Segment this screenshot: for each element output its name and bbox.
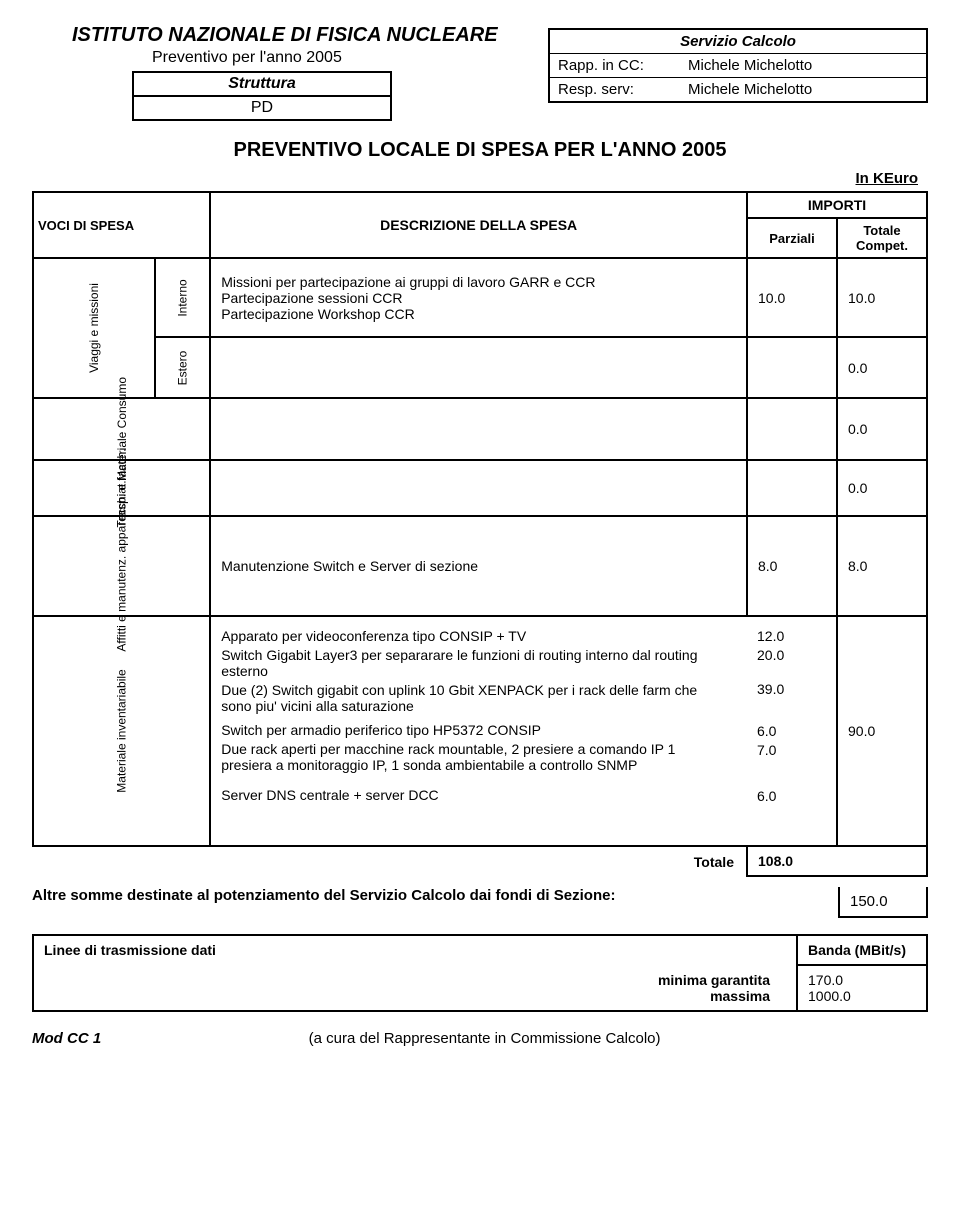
- affitti-parziale: 8.0: [747, 516, 837, 616]
- col-totale: Totale Compet.: [837, 218, 927, 258]
- affitti-desc: Manutenzione Switch e Server di sezione: [210, 516, 747, 616]
- affitti-totale: 8.0: [837, 516, 927, 616]
- col-desc: DESCRIZIONE DELLA SPESA: [210, 192, 747, 258]
- row-viaggi: Viaggi e missioni: [33, 258, 155, 398]
- linee-max-val: 1000.0: [808, 988, 916, 1004]
- linee-min-label: minima garantita: [44, 972, 770, 988]
- linee-values: 170.0 1000.0: [797, 965, 927, 1011]
- trasp-parziale: [747, 460, 837, 516]
- service-box: Servizio Calcolo Rapp. in CC: Michele Mi…: [548, 28, 928, 103]
- invent-item-1: Switch Gigabit Layer3 per separarare le …: [221, 647, 737, 679]
- linee-max-label: massima: [44, 988, 770, 1004]
- altre-label: Altre somme destinate al potenziamento d…: [32, 887, 838, 918]
- col-importi: IMPORTI: [747, 192, 927, 218]
- consumo-desc: [210, 398, 747, 460]
- invent-item-0: Apparato per videoconferenza tipo CONSIP…: [221, 628, 737, 644]
- trasp-desc: [210, 460, 747, 516]
- invent-item-4: Due rack aperti per macchine rack mounta…: [221, 741, 737, 773]
- struttura-label: Struttura: [228, 75, 296, 92]
- interno-desc: Missioni per partecipazione ai gruppi di…: [210, 258, 747, 337]
- struttura-box: Struttura: [132, 71, 392, 95]
- linee-table: Linee di trasmissione dati minima garant…: [32, 934, 928, 1012]
- resp-name: Michele Michelotto: [680, 78, 926, 101]
- linee-title: Linee di trasmissione dati minima garant…: [33, 935, 797, 1011]
- rapp-name: Michele Michelotto: [680, 54, 926, 77]
- currency-unit: In KEuro: [32, 170, 928, 187]
- linee-min-val: 170.0: [808, 972, 916, 988]
- invent-totale: 90.0: [837, 616, 927, 846]
- estero-totale: 0.0: [837, 337, 927, 398]
- altre-value: 150.0: [838, 887, 928, 918]
- row-estero: Estero: [155, 337, 210, 398]
- struttura-code: PD: [132, 95, 392, 121]
- consumo-parziale: [747, 398, 837, 460]
- consumo-totale: 0.0: [837, 398, 927, 460]
- col-parziali: Parziali: [747, 218, 837, 258]
- invent-item-5: Server DNS centrale + server DCC: [221, 787, 737, 803]
- col-voci: VOCI DI SPESA: [33, 192, 210, 258]
- interno-totale: 10.0: [837, 258, 927, 337]
- page-title: PREVENTIVO LOCALE DI SPESA PER L'ANNO 20…: [32, 139, 928, 162]
- budget-table: VOCI DI SPESA DESCRIZIONE DELLA SPESA IM…: [32, 191, 928, 877]
- totale-label: Totale: [33, 846, 747, 876]
- footer-note: (a cura del Rappresentante in Commission…: [309, 1030, 661, 1047]
- invent-parziali: 12.0 20.0 39.0 6.0 7.0 6.0: [747, 616, 837, 846]
- service-title: Servizio Calcolo: [550, 30, 926, 54]
- invent-item-2: Due (2) Switch gigabit con uplink 10 Gbi…: [221, 682, 737, 714]
- interno-line-0: Missioni per partecipazione ai gruppi di…: [221, 274, 736, 290]
- linee-banda-header: Banda (MBit/s): [797, 935, 927, 965]
- estero-parziale: [747, 337, 837, 398]
- row-interno: Interno: [155, 258, 210, 337]
- interno-parziale: 10.0: [747, 258, 837, 337]
- trasp-totale: 0.0: [837, 460, 927, 516]
- interno-line-2: Partecipazione Workshop CCR: [221, 306, 736, 322]
- invent-desc: Apparato per videoconferenza tipo CONSIP…: [210, 616, 747, 846]
- footer-mod: Mod CC 1: [32, 1030, 101, 1047]
- resp-label: Resp. serv:: [550, 78, 680, 101]
- invent-item-3: Switch per armadio periferico tipo HP537…: [221, 722, 737, 738]
- interno-line-1: Partecipazione sessioni CCR: [221, 290, 736, 306]
- row-affitti: Affitti e manutenz. apparecchiat.: [33, 516, 210, 616]
- totale-value: 108.0: [747, 846, 927, 876]
- rapp-label: Rapp. in CC:: [550, 54, 680, 77]
- estero-desc: [210, 337, 747, 398]
